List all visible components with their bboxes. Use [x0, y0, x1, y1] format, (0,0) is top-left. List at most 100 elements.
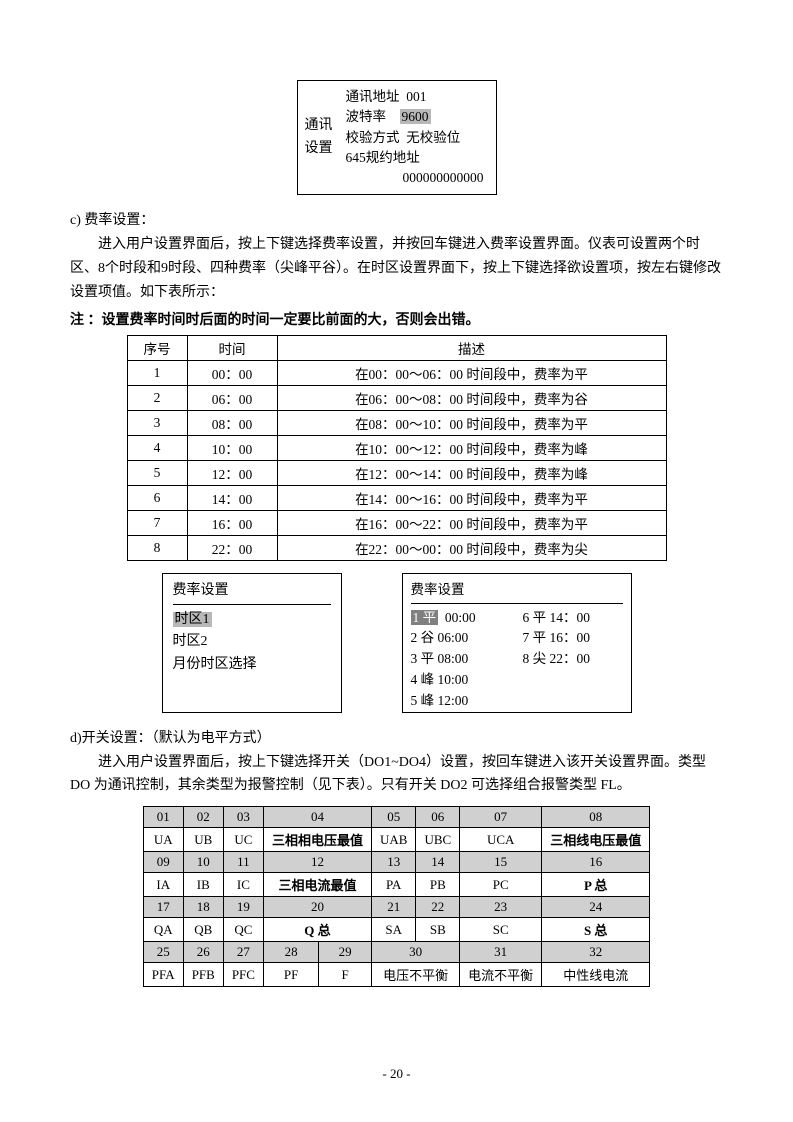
table-row: QAQBQCQ 总SASBSCS 总	[143, 918, 649, 942]
comm-right-panel: 通讯地址 001 波特率 9600 校验方式 无校验位 645规约地址 0000…	[340, 81, 496, 194]
comm-left-l1: 通讯	[305, 115, 333, 137]
grid-cell: IC	[223, 873, 263, 897]
tariff-cell-desc: 在08：00～10：00 时间段中，费率为平	[277, 410, 666, 435]
grid-cell: 中性线电流	[542, 963, 650, 987]
grid-cell: 23	[460, 897, 542, 918]
grid-cell: QB	[183, 918, 223, 942]
grid-cell: 18	[183, 897, 223, 918]
grid-cell: 14	[416, 852, 460, 873]
comm-proto-label: 645规约地址	[346, 148, 490, 168]
tariff-cell-desc: 在06：00～08：00 时间段中，费率为谷	[277, 385, 666, 410]
tariff-cell-desc: 在00：00～06：00 时间段中，费率为平	[277, 360, 666, 385]
grid-cell: Q 总	[263, 918, 371, 942]
grid-cell: 01	[143, 807, 183, 828]
grid-cell: IB	[183, 873, 223, 897]
comm-proto-value: 000000000000	[346, 168, 490, 188]
comm-parity-row: 校验方式 无校验位	[346, 128, 490, 148]
grid-cell: 12	[263, 852, 371, 873]
grid-cell: SB	[416, 918, 460, 942]
grid-cell: PF	[263, 963, 318, 987]
grid-cell: 13	[371, 852, 415, 873]
grid-cell: 26	[183, 942, 223, 963]
comm-baud-label: 波特率	[346, 109, 387, 124]
lcd-right-title: 费率设置	[411, 580, 623, 604]
grid-cell: 21	[371, 897, 415, 918]
grid-cell: QA	[143, 918, 183, 942]
tariff-cell-seq: 7	[127, 510, 187, 535]
grid-cell: UC	[223, 828, 263, 852]
grid-cell: P 总	[542, 873, 650, 897]
table-row: IAIBIC三相电流最值PAPBPCP 总	[143, 873, 649, 897]
table-row: 2526272829303132	[143, 942, 649, 963]
lcd-tariff-zones: 费率设置 时区1 时区2 月份时区选择	[162, 573, 342, 713]
grid-cell: 24	[542, 897, 650, 918]
comm-baud-row: 波特率 9600	[346, 107, 490, 127]
tariff-cell-desc: 在10：00～12：00 时间段中，费率为峰	[277, 435, 666, 460]
grid-cell: PFA	[143, 963, 183, 987]
lcd-period-row: 8 尖 22：00	[523, 649, 623, 670]
table-row: 614：00在14：00～16：00 时间段中，费率为平	[127, 485, 666, 510]
tariff-header-cell: 时间	[187, 335, 277, 360]
comm-parity-label: 校验方式	[346, 130, 400, 145]
grid-cell: 电压不平衡	[371, 963, 459, 987]
table-row: 206：00在06：00～08：00 时间段中，费率为谷	[127, 385, 666, 410]
table-row: 410：00在10：00～12：00 时间段中，费率为峰	[127, 435, 666, 460]
grid-cell: 08	[542, 807, 650, 828]
tariff-header-cell: 序号	[127, 335, 187, 360]
lcd-left-title: 费率设置	[173, 580, 331, 605]
tariff-header-cell: 描述	[277, 335, 666, 360]
tariff-cell-desc: 在22：00～00：00 时间段中，费率为尖	[277, 535, 666, 560]
tariff-cell-time: 12：00	[187, 460, 277, 485]
grid-cell: 三相电流最值	[263, 873, 371, 897]
grid-cell: 09	[143, 852, 183, 873]
grid-cell: 27	[223, 942, 263, 963]
tariff-cell-seq: 8	[127, 535, 187, 560]
lcd-period-row: 5 峰 12:00	[411, 691, 511, 712]
grid-cell: S 总	[542, 918, 650, 942]
lcd-period-row: 7 平 16：00	[523, 628, 623, 649]
table-row: UAUBUC三相相电压最值UABUBCUCA三相线电压最值	[143, 828, 649, 852]
tariff-cell-desc: 在14：00～16：00 时间段中，费率为平	[277, 485, 666, 510]
page-number: - 20 -	[0, 1066, 793, 1082]
grid-cell: 三相相电压最值	[263, 828, 371, 852]
tariff-cell-time: 00：00	[187, 360, 277, 385]
section-c-note: 注 ：设置费率时间时后面的时间一定要比前面的大，否则会出错。	[70, 309, 723, 329]
grid-cell: 28	[263, 942, 318, 963]
grid-cell: 05	[371, 807, 415, 828]
tariff-cell-seq: 5	[127, 460, 187, 485]
tariff-cell-time: 10：00	[187, 435, 277, 460]
lcd-boxes-row: 费率设置 时区1 时区2 月份时区选择 费率设置 1 平 00:002 谷 06…	[70, 573, 723, 713]
comm-baud-value: 9600	[400, 109, 431, 124]
grid-cell: 04	[263, 807, 371, 828]
grid-cell: QC	[223, 918, 263, 942]
table-row: 822：00在22：00～00：00 时间段中，费率为尖	[127, 535, 666, 560]
comm-left-l2: 设置	[305, 138, 333, 160]
section-c-title: c) 费率设置：	[70, 209, 723, 229]
table-row: 716：00在16：00～22：00 时间段中，费率为平	[127, 510, 666, 535]
comm-settings-box: 通讯 设置 通讯地址 001 波特率 9600 校验方式 无校验位 645规约地…	[297, 80, 497, 195]
grid-cell: PC	[460, 873, 542, 897]
table-row: 308：00在08：00～10：00 时间段中，费率为平	[127, 410, 666, 435]
lcd-right-col1: 1 平 00:002 谷 06:003 平 08:004 峰 10:005 峰 …	[411, 608, 511, 713]
grid-cell: PB	[416, 873, 460, 897]
tariff-cell-time: 08：00	[187, 410, 277, 435]
table-row: PFAPFBPFCPFF电压不平衡电流不平衡中性线电流	[143, 963, 649, 987]
grid-cell: 10	[183, 852, 223, 873]
grid-cell: UB	[183, 828, 223, 852]
grid-cell: PFB	[183, 963, 223, 987]
comm-addr-row: 通讯地址 001	[346, 87, 490, 107]
lcd-period-row: 6 平 14：00	[523, 608, 623, 629]
comm-parity-value: 无校验位	[406, 130, 460, 145]
tariff-cell-time: 22：00	[187, 535, 277, 560]
grid-cell: F	[319, 963, 372, 987]
grid-cell: 30	[371, 942, 459, 963]
comm-left-label: 通讯 设置	[298, 81, 340, 194]
lcd-right-col2: 6 平 14：007 平 16：008 尖 22：00	[523, 608, 623, 713]
table-row: 1718192021222324	[143, 897, 649, 918]
tariff-cell-time: 16：00	[187, 510, 277, 535]
lcd-tariff-periods: 费率设置 1 平 00:002 谷 06:003 平 08:004 峰 10:0…	[402, 573, 632, 713]
lcd-left-item-1: 时区1	[173, 609, 331, 631]
comm-addr-value: 001	[406, 89, 426, 104]
grid-cell: PFC	[223, 963, 263, 987]
grid-cell: 三相线电压最值	[542, 828, 650, 852]
